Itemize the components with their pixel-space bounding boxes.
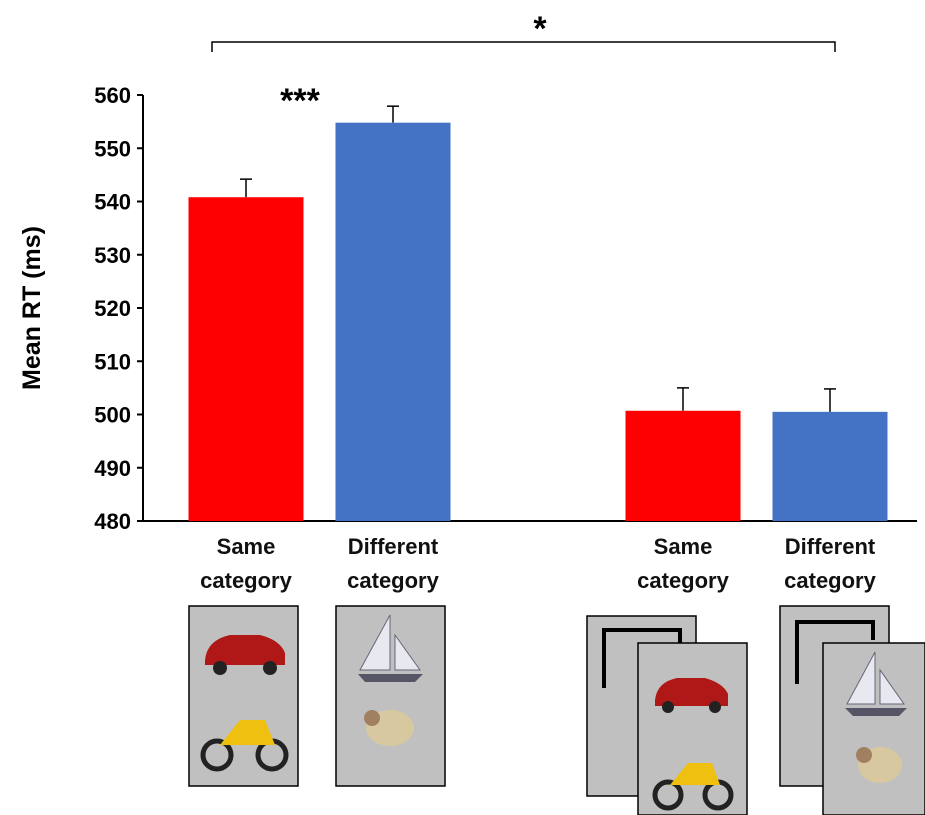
- page: Mean RT (ms) *** * 480 490 500 510 520 530 540…: [0, 0, 925, 815]
- annotation: *: [533, 10, 547, 48]
- y-tick-label: 510: [94, 349, 131, 374]
- x-tick-label: Different category: [328, 530, 458, 598]
- bar: [626, 411, 741, 521]
- y-tick-label: 530: [94, 243, 131, 268]
- y-tick-label: 490: [94, 456, 131, 481]
- bar: [773, 412, 888, 521]
- y-tick-label: 500: [94, 403, 131, 428]
- y-tick-label: 560: [94, 83, 131, 108]
- y-tick-label: 480: [94, 509, 131, 534]
- x-tick-label: Same category: [181, 530, 311, 598]
- annotation: ***: [280, 82, 320, 120]
- bracket: [212, 42, 835, 52]
- y-tick-label: 520: [94, 296, 131, 321]
- y-tick-label: 550: [94, 136, 131, 161]
- y-tick-label: 540: [94, 190, 131, 215]
- bar: [336, 123, 451, 521]
- bar: [189, 197, 304, 521]
- stimulus-cards: [189, 606, 925, 815]
- x-tick-label: Same category: [618, 530, 748, 598]
- x-tick-label: Different category: [765, 530, 895, 598]
- chart: Mean RT (ms) *** * 480 490 500 510 520 530 540…: [0, 0, 925, 815]
- y-axis-label: Mean RT (ms): [18, 226, 46, 390]
